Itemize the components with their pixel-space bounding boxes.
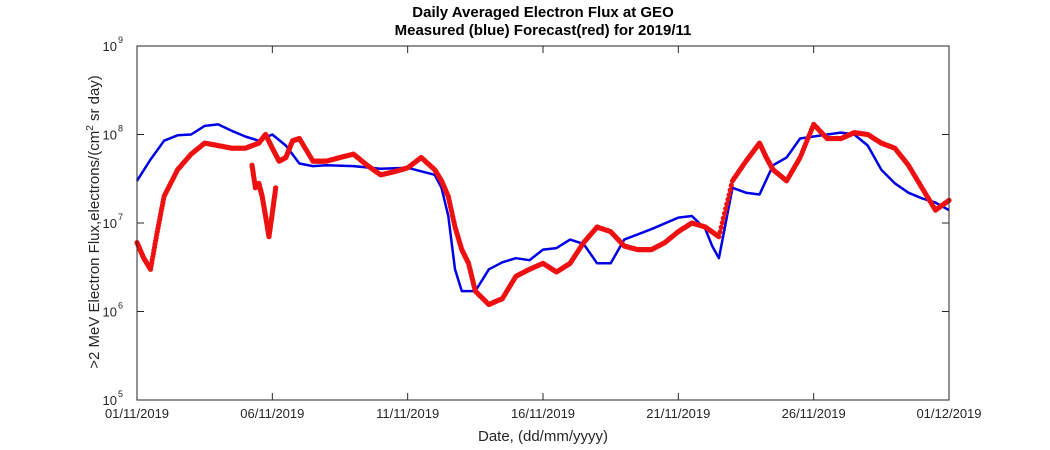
forecast-marker [273,185,279,191]
y-tick-label: 10 [103,305,117,320]
forecast-marker [723,206,729,212]
chart-subtitle: Measured (blue) Forecast(red) for 2019/1… [394,22,692,39]
series-layer [134,121,952,308]
forecast-marker [724,201,730,207]
forecast-marker [722,210,728,216]
y-axis-label: >2 MeV Electron Flux,electrons/(cm2 sr d… [85,75,103,369]
y-tick-base: 10 [103,39,117,54]
x-tick-label: 06/11/2019 [240,406,304,421]
y-tick-base: 10 [103,305,117,320]
y-tick-exponent: 9 [118,35,123,45]
y-tick-base: 10 [103,128,117,143]
forecast-marker [725,196,731,202]
forecast-marker [720,215,727,221]
forecast-marker [727,187,733,193]
y-tick-label: 10 [103,128,117,143]
y-tick-base: 10 [103,393,117,408]
y-axis-label-prefix: >2 MeV Electron Flux,electrons/(cm [86,130,103,369]
forecast-marker [717,229,723,235]
forecast-marker [716,234,722,240]
y-tick-exponent: 5 [118,389,123,399]
forecast-marker [719,220,725,226]
forecast-marker [728,182,734,188]
x-tick-label: 26/11/2019 [782,406,846,421]
y-tick-exponent: 8 [118,124,123,134]
y-tick-exponent: 7 [118,212,123,222]
x-axis: 01/11/2019 06/11/2019 11/11/2019 16/11/2019… [105,46,982,421]
x-tick-label: 11/11/2019 [376,406,439,421]
y-tick-base: 10 [103,216,117,231]
y-tick-label: 10 [103,393,117,408]
plot-area [137,46,949,400]
y-tick-exponent: 6 [118,301,123,311]
y-tick-label: 10 [103,39,117,54]
y-axis-label-suffix: sr day) [86,75,103,126]
x-axis-label: Date, (dd/mm/yyyy) [477,428,609,445]
x-tick-label: 16/11/2019 [511,406,575,421]
forecast-marker [718,224,724,230]
y-axis-label-exponent: 2 [85,125,96,131]
x-tick-label: 01/11/2019 [105,406,169,421]
x-tick-label: 21/11/2019 [646,406,710,421]
x-tick-label: 01/12/2019 [916,406,981,421]
forecast-marker [726,192,732,198]
y-tick-label: 10 [103,216,117,231]
chart-title: Daily Averaged Electron Flux at GEO [412,4,674,21]
